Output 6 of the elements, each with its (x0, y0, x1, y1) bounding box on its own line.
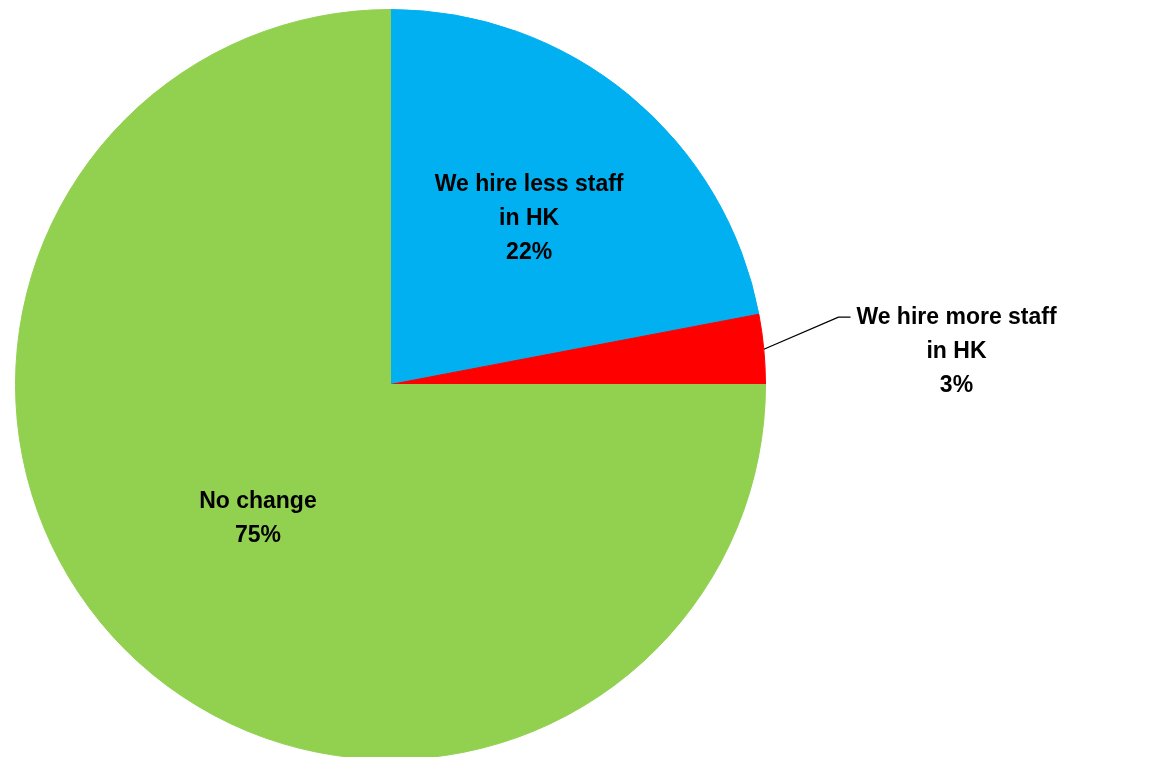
slice-label: We hire more staff in HK (856, 303, 1057, 363)
slice-label: No change (199, 487, 317, 514)
data-label: 22% (506, 237, 553, 264)
slice-label: We hire less staff in HK (434, 170, 624, 230)
data-label: 75% (234, 520, 281, 547)
data-label: 3% (939, 370, 974, 397)
